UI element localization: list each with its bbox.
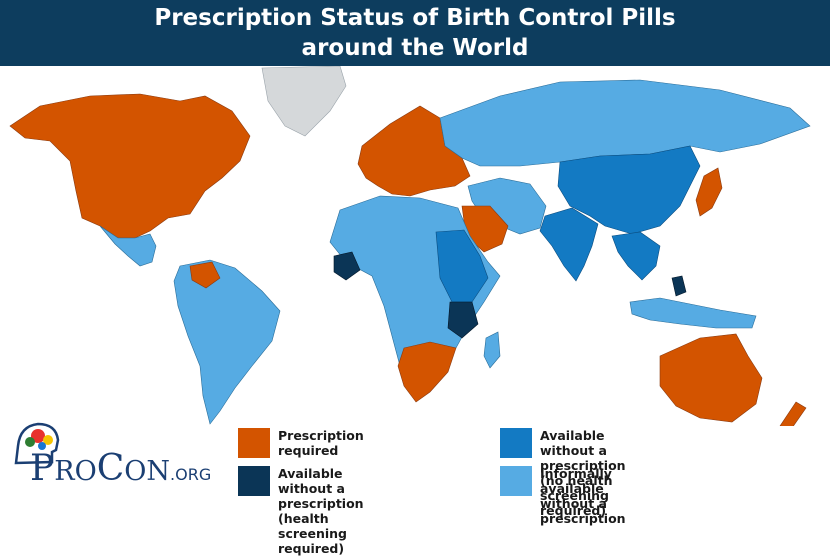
title-line-1: Prescription Status of Birth Control Pil… bbox=[154, 5, 676, 31]
region-southern-africa bbox=[397, 341, 457, 403]
legend-label: Available without a prescription bbox=[278, 466, 364, 511]
region-russia bbox=[439, 79, 811, 167]
region-venezuela bbox=[189, 261, 221, 289]
region-philippines bbox=[671, 275, 687, 297]
world-map-svg bbox=[9, 66, 811, 426]
logo-wordmark: PROCON.ORG bbox=[30, 448, 212, 489]
legend-label: Available without a prescription bbox=[540, 428, 626, 473]
region-east-africa bbox=[435, 229, 489, 303]
region-west-africa bbox=[333, 251, 361, 281]
legend-item-health-screening: Available without a prescription (health… bbox=[238, 466, 364, 556]
legend-swatch-health-screening bbox=[238, 466, 270, 496]
title-line-2: around the World bbox=[301, 35, 529, 61]
region-china bbox=[557, 145, 701, 235]
legend-swatch-no-screening bbox=[500, 428, 532, 458]
region-north-america bbox=[9, 93, 251, 239]
legend-sublabel: (health screening required) bbox=[278, 511, 348, 556]
region-japan bbox=[695, 167, 723, 217]
region-southeast-asia bbox=[611, 231, 661, 281]
region-madagascar bbox=[483, 331, 501, 369]
region-south-asia bbox=[539, 207, 599, 282]
region-europe bbox=[357, 105, 471, 197]
legend-label: Prescription required bbox=[278, 428, 364, 458]
region-australia bbox=[659, 333, 763, 423]
legend-label: Informally available without a prescript… bbox=[540, 466, 626, 526]
legend-swatch-prescription-required bbox=[238, 428, 270, 458]
logo-head-icon bbox=[14, 422, 60, 465]
world-map bbox=[0, 66, 830, 426]
region-mexico bbox=[99, 225, 157, 267]
region-new-zealand bbox=[779, 401, 807, 426]
legend-item-prescription-required: Prescription required bbox=[238, 428, 364, 458]
procon-logo: PROCON.ORG bbox=[8, 418, 228, 496]
region-greenland bbox=[261, 66, 347, 137]
legend-item-informal: Informally available without a prescript… bbox=[500, 466, 626, 526]
map-title: Prescription Status of Birth Control Pil… bbox=[0, 0, 830, 66]
region-tanzania bbox=[447, 301, 479, 339]
region-indonesia bbox=[629, 297, 757, 329]
legend-swatch-informal bbox=[500, 466, 532, 496]
region-south-america bbox=[173, 259, 281, 425]
